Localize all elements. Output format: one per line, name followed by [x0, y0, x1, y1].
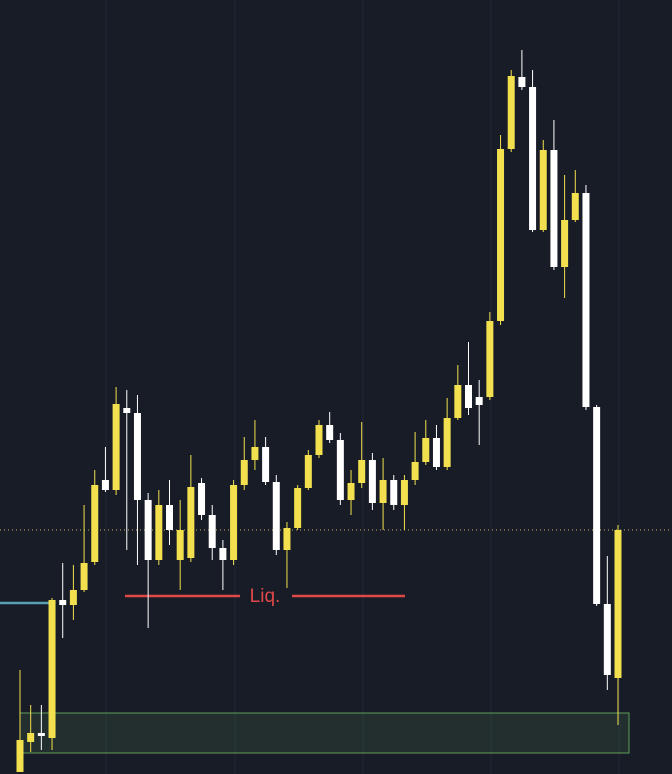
candle-body	[262, 447, 270, 482]
candle-body	[219, 548, 227, 560]
candle-body	[486, 321, 494, 397]
candle-body	[571, 193, 579, 220]
candle-body	[133, 413, 141, 500]
candle-body	[59, 600, 67, 605]
candle-body	[497, 149, 505, 321]
candle-body	[475, 397, 483, 405]
candle-body	[582, 193, 590, 407]
candle-body	[16, 740, 24, 772]
candle-body	[336, 440, 344, 500]
candle-body	[529, 87, 537, 230]
candle-body	[390, 480, 398, 505]
candle-body	[144, 500, 152, 560]
candle-body	[507, 76, 515, 149]
candle-body	[561, 220, 569, 267]
candle-body	[283, 528, 291, 550]
candle-body	[272, 482, 280, 550]
candle-body	[368, 460, 376, 503]
candle-body	[101, 480, 109, 490]
candle-body	[166, 505, 173, 530]
candle-body	[454, 385, 462, 418]
candle-body	[400, 480, 408, 505]
candle-body	[347, 483, 355, 500]
candle-body	[422, 438, 430, 462]
candle-body	[230, 485, 238, 560]
candle-body	[304, 455, 312, 488]
candle-body	[539, 150, 547, 230]
candle-body	[614, 530, 622, 678]
candle-body	[432, 438, 440, 467]
candle-body	[208, 515, 216, 548]
time-grid	[105, 0, 620, 774]
candle-body	[187, 487, 195, 558]
candle-body	[518, 77, 526, 87]
candle-body	[379, 480, 387, 503]
candle-body	[27, 733, 35, 742]
candle-body	[315, 425, 323, 455]
candle-body	[48, 600, 56, 738]
candle-body	[91, 485, 99, 562]
candle-body	[294, 488, 302, 528]
candle-body	[603, 604, 611, 675]
candle-body	[123, 408, 131, 413]
candle-body	[358, 460, 366, 483]
candle-body	[443, 418, 451, 467]
candle-body	[550, 150, 558, 267]
candle-body	[176, 530, 184, 560]
candle-body	[326, 425, 334, 440]
candle-body	[37, 733, 45, 736]
candle-body	[411, 462, 419, 480]
candle-body	[240, 460, 248, 485]
candle-body	[80, 563, 88, 590]
candle-body	[155, 505, 163, 560]
candle-body	[198, 483, 206, 515]
candle-body	[251, 447, 259, 460]
candle-body	[69, 590, 77, 605]
liq-label: Liq.	[250, 586, 281, 607]
candle-body	[593, 407, 601, 604]
zone	[19, 712, 630, 754]
candle-body	[465, 385, 472, 408]
candle-body	[112, 404, 120, 490]
